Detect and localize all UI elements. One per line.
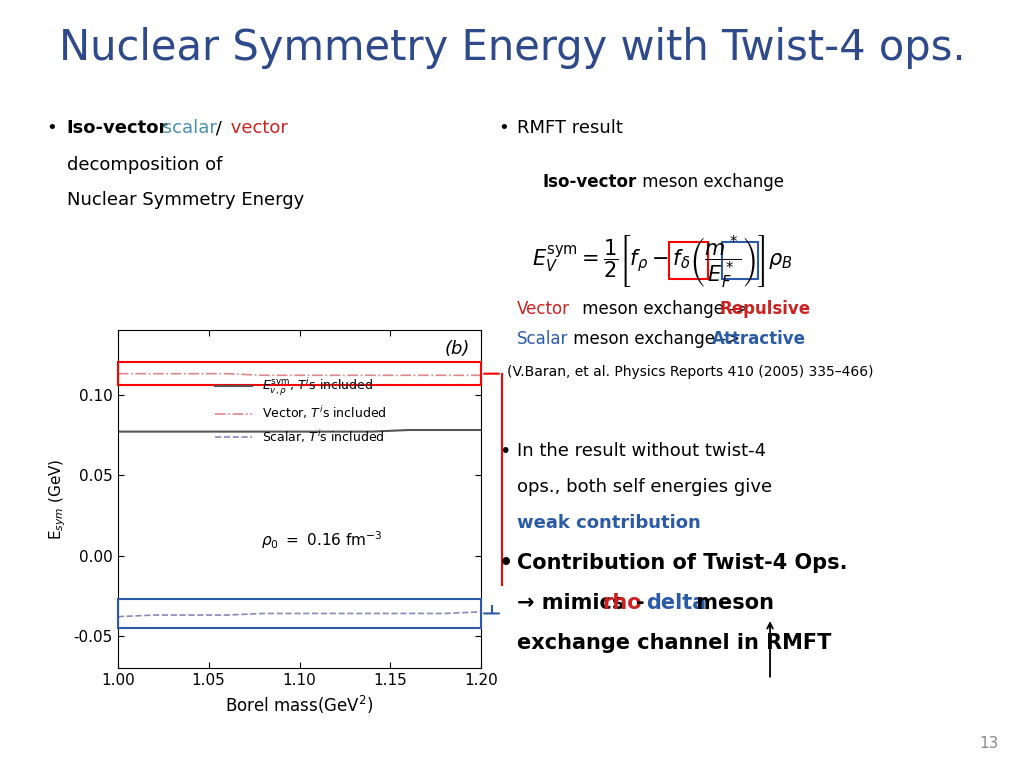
- Text: Attractive: Attractive: [712, 330, 806, 348]
- Text: (b): (b): [445, 340, 470, 359]
- Text: scalar: scalar: [157, 119, 216, 137]
- Scalar, $T^i$s included: [148, 611, 161, 620]
- X-axis label: Borel mass(GeV$^2$): Borel mass(GeV$^2$): [225, 694, 374, 716]
- Text: Nuclear Symmetry Energy: Nuclear Symmetry Energy: [67, 191, 304, 209]
- Text: vector: vector: [225, 119, 288, 137]
- Bar: [118, 362, 481, 385]
- Text: 13: 13: [979, 736, 998, 751]
- Line: Vector, $T^i$s included: Vector, $T^i$s included: [118, 374, 481, 376]
- Vector, $T^i$s included: [148, 369, 161, 379]
- Scalar, $T^i$s included: [366, 609, 378, 618]
- Legend: $E_{v,\rho}^{\rm sym}$, $T^i$s included, Vector, $T^i$s included, Scalar, $T^i$s: $E_{v,\rho}^{\rm sym}$, $T^i$s included,…: [215, 377, 387, 445]
- Text: RMFT result: RMFT result: [517, 119, 623, 137]
- Vector, $T^i$s included: [184, 369, 197, 379]
- Scalar, $T^i$s included: [257, 609, 269, 618]
- Scalar, $T^i$s included: [475, 607, 487, 617]
- Text: (V.Baran, et al. Physics Reports 410 (2005) 335–466): (V.Baran, et al. Physics Reports 410 (20…: [507, 365, 873, 379]
- Vector, $T^i$s included: [221, 369, 233, 379]
- Line: Scalar, $T^i$s included: Scalar, $T^i$s included: [118, 612, 481, 617]
- Vector, $T^i$s included: [257, 371, 269, 380]
- Text: meson exchange: meson exchange: [637, 173, 784, 190]
- Text: meson: meson: [689, 593, 774, 613]
- Text: ops., both self energies give: ops., both self energies give: [517, 478, 772, 495]
- $E_{v,\rho}^{\rm sym}$, $T^i$s included: [402, 425, 415, 435]
- Text: Repulsive: Repulsive: [720, 300, 811, 317]
- Text: Iso-vector: Iso-vector: [67, 119, 168, 137]
- Text: meson exchange ->: meson exchange ->: [577, 300, 754, 317]
- Vector, $T^i$s included: [366, 371, 378, 380]
- Text: /: /: [210, 119, 222, 137]
- Text: Scalar: Scalar: [517, 330, 568, 348]
- $E_{v,\rho}^{\rm sym}$, $T^i$s included: [257, 427, 269, 436]
- $E_{v,\rho}^{\rm sym}$, $T^i$s included: [221, 427, 233, 436]
- Text: -: -: [636, 593, 644, 613]
- Text: Contribution of Twist-4 Ops.: Contribution of Twist-4 Ops.: [517, 553, 848, 573]
- Vector, $T^i$s included: [112, 369, 124, 379]
- Scalar, $T^i$s included: [221, 611, 233, 620]
- $E_{v,\rho}^{\rm sym}$, $T^i$s included: [148, 427, 161, 436]
- Text: Nuclear Symmetry Energy with Twist-4 ops.: Nuclear Symmetry Energy with Twist-4 ops…: [58, 27, 966, 69]
- Text: In the result without twist-4: In the result without twist-4: [517, 442, 766, 459]
- Vector, $T^i$s included: [330, 371, 342, 380]
- Text: Iso-vector: Iso-vector: [543, 173, 637, 190]
- Text: weak contribution: weak contribution: [517, 514, 700, 531]
- Text: delta: delta: [646, 593, 707, 613]
- Scalar, $T^i$s included: [402, 609, 415, 618]
- Text: •: •: [499, 553, 513, 573]
- $E_{v,\rho}^{\rm sym}$, $T^i$s included: [184, 427, 197, 436]
- Vector, $T^i$s included: [402, 371, 415, 380]
- $E_{v,\rho}^{\rm sym}$, $T^i$s included: [294, 427, 306, 436]
- Scalar, $T^i$s included: [330, 609, 342, 618]
- Text: rho: rho: [602, 593, 642, 613]
- $E_{v,\rho}^{\rm sym}$, $T^i$s included: [366, 427, 378, 436]
- Bar: [722, 242, 758, 279]
- $E_{v,\rho}^{\rm sym}$, $T^i$s included: [112, 427, 124, 436]
- Vector, $T^i$s included: [294, 371, 306, 380]
- Y-axis label: E$_{sym}$ (GeV): E$_{sym}$ (GeV): [47, 458, 68, 540]
- Vector, $T^i$s included: [475, 371, 487, 380]
- Text: •: •: [499, 119, 509, 137]
- Text: $\rho_0\ =\ 0.16\ \rm{fm}^{-3}$: $\rho_0\ =\ 0.16\ \rm{fm}^{-3}$: [260, 529, 382, 551]
- Line: $E_{v,\rho}^{\rm sym}$, $T^i$s included: $E_{v,\rho}^{\rm sym}$, $T^i$s included: [118, 430, 481, 432]
- $E_{v,\rho}^{\rm sym}$, $T^i$s included: [330, 427, 342, 436]
- Text: exchange channel in RMFT: exchange channel in RMFT: [517, 633, 831, 653]
- Bar: [669, 242, 708, 279]
- Text: decomposition of: decomposition of: [67, 156, 222, 174]
- Text: → mimics: → mimics: [517, 593, 632, 613]
- Scalar, $T^i$s included: [184, 611, 197, 620]
- Text: •: •: [499, 442, 510, 461]
- Vector, $T^i$s included: [438, 371, 451, 380]
- Text: $E_V^{\rm sym} = \dfrac{1}{2}\left[ f_\rho - f_\delta\left(\dfrac{m^*}{E_F^*}\ri: $E_V^{\rm sym} = \dfrac{1}{2}\left[ f_\r…: [532, 234, 794, 291]
- Scalar, $T^i$s included: [438, 609, 451, 618]
- $E_{v,\rho}^{\rm sym}$, $T^i$s included: [438, 425, 451, 435]
- Text: Vector: Vector: [517, 300, 570, 317]
- $E_{v,\rho}^{\rm sym}$, $T^i$s included: [475, 425, 487, 435]
- Scalar, $T^i$s included: [294, 609, 306, 618]
- Bar: [118, 599, 481, 628]
- Scalar, $T^i$s included: [112, 612, 124, 621]
- Text: meson exchange ->: meson exchange ->: [568, 330, 745, 348]
- Text: •: •: [46, 119, 56, 137]
